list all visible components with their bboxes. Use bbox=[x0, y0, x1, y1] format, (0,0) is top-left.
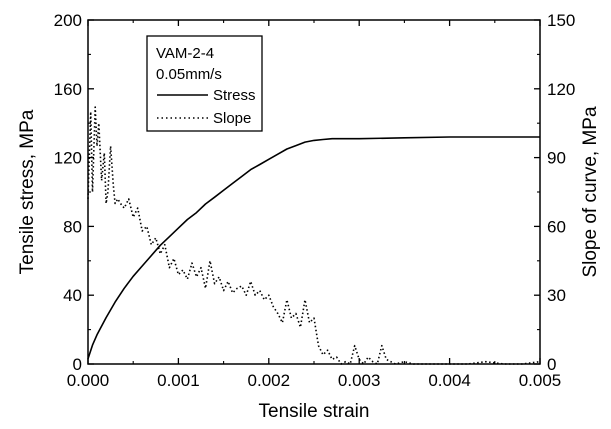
y2-tick-label: 0 bbox=[547, 355, 556, 374]
series-layer bbox=[87, 106, 541, 365]
x-tick-label: 0.003 bbox=[338, 371, 381, 390]
y-tick-label: 160 bbox=[54, 80, 82, 99]
legend-header-rate: 0.05mm/s bbox=[156, 66, 222, 83]
legend-box bbox=[146, 35, 263, 132]
legend-label-stress: Stress bbox=[213, 87, 256, 104]
plot-area bbox=[87, 19, 541, 365]
y-tick-label: 200 bbox=[54, 11, 82, 30]
y2-tick-label: 120 bbox=[547, 80, 575, 99]
x-tick-label: 0.001 bbox=[157, 371, 200, 390]
x-tick-label: 0.004 bbox=[428, 371, 471, 390]
x-tick-label: 0.000 bbox=[67, 371, 110, 390]
y2-tick-label: 90 bbox=[547, 149, 566, 168]
x-tick-label: 0.005 bbox=[519, 371, 562, 390]
x-tick-label: 0.002 bbox=[248, 371, 291, 390]
x-axis-title: Tensile strain bbox=[259, 401, 370, 422]
y2-axis-title: Slope of curve, MPa bbox=[580, 106, 601, 278]
y2-tick-label: 30 bbox=[547, 286, 566, 305]
legend: VAM-2-4 0.05mm/s Stress Slope bbox=[146, 35, 263, 132]
series-line-stress bbox=[87, 136, 540, 360]
y-tick-label: 0 bbox=[73, 355, 82, 374]
y-axis-title: Tensile stress, MPa bbox=[17, 109, 38, 274]
y-tick-label: 40 bbox=[63, 286, 82, 305]
y-tick-label: 120 bbox=[54, 149, 82, 168]
tick-labels: 0.000 0.001 0.002 0.003 0.004 0.0050408012016… bbox=[54, 11, 576, 390]
y2-tick-label: 150 bbox=[547, 11, 575, 30]
series-line-slope bbox=[87, 106, 541, 365]
legend-label-slope: Slope bbox=[213, 110, 251, 127]
legend-header-sample: VAM-2-4 bbox=[156, 45, 214, 62]
tick-marks bbox=[87, 19, 541, 365]
y-tick-label: 80 bbox=[63, 217, 82, 236]
y2-tick-label: 60 bbox=[547, 217, 566, 236]
